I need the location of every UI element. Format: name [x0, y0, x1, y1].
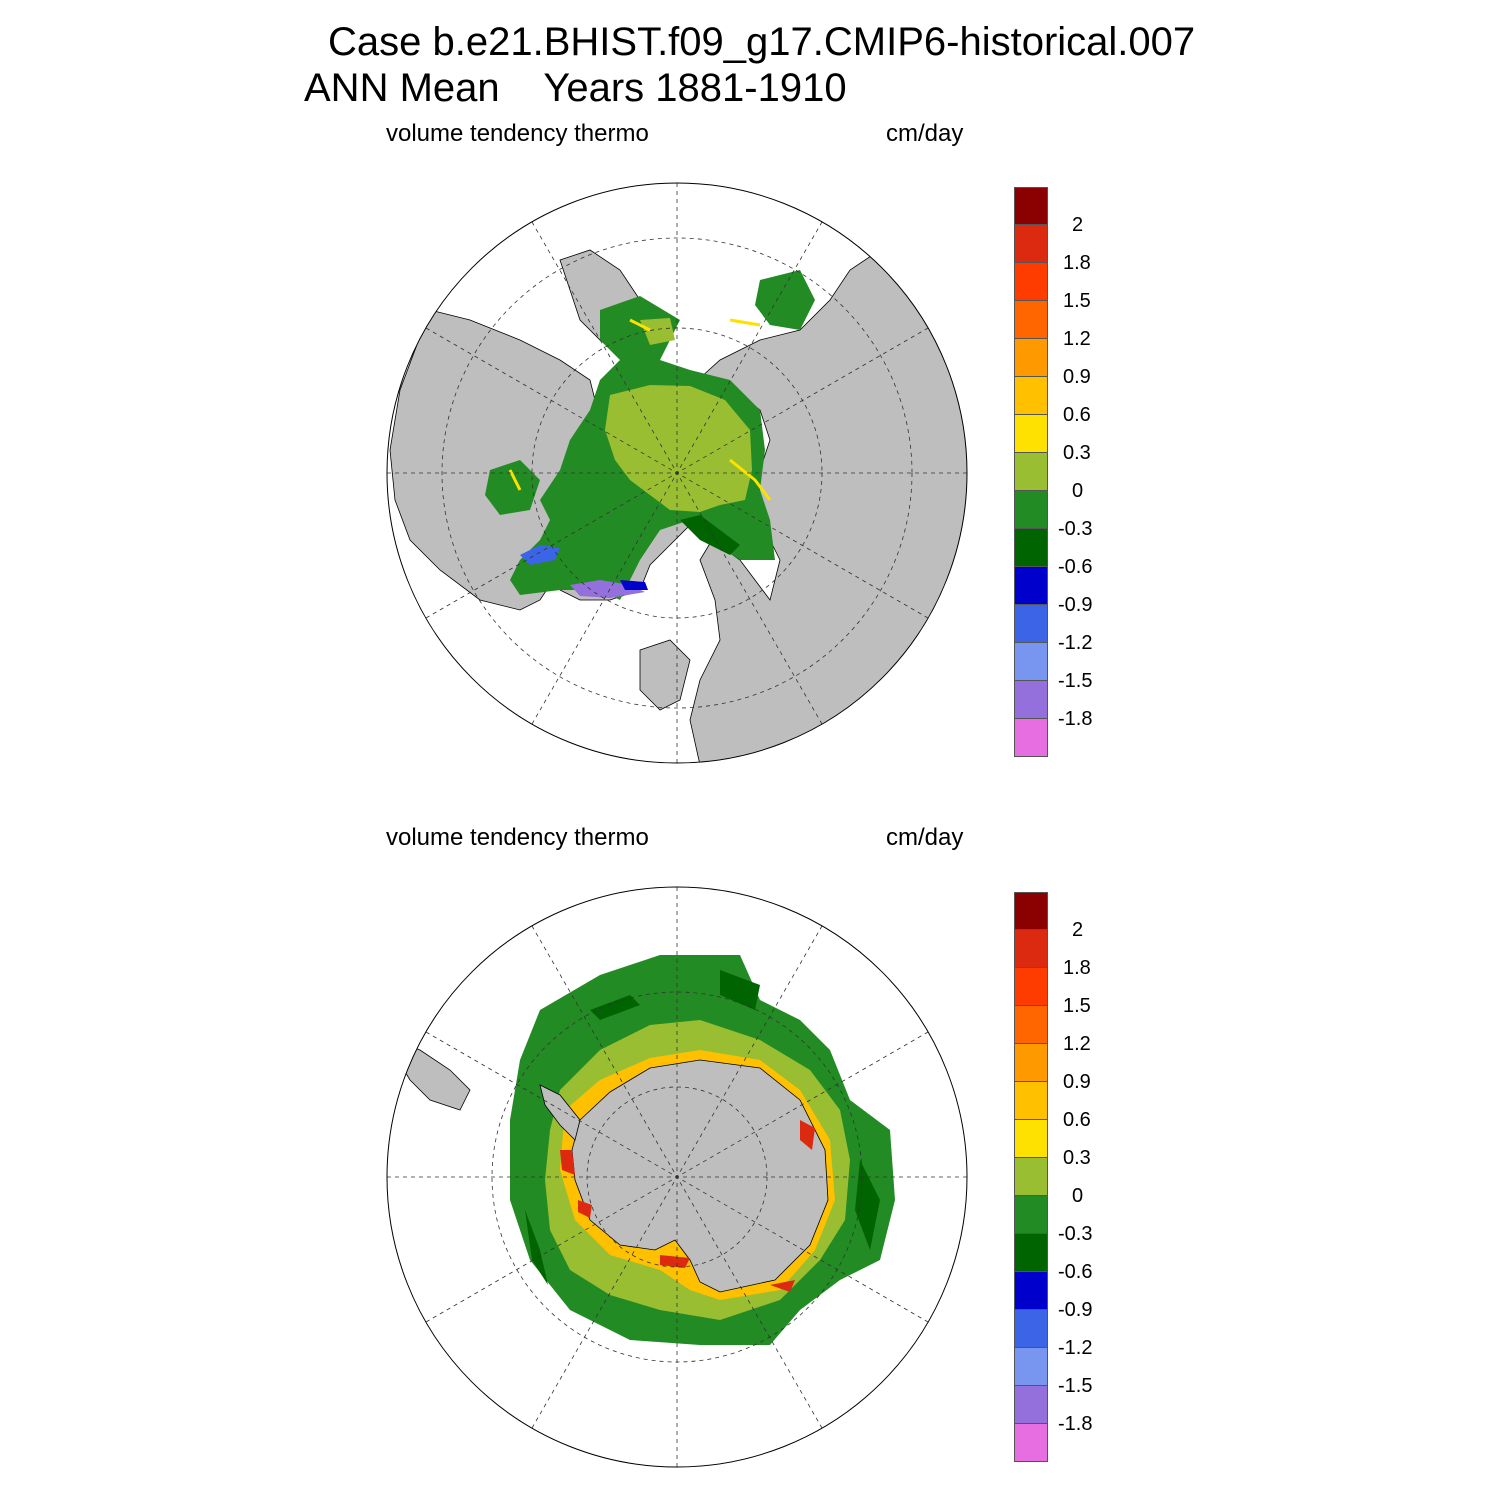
nh-colorbar-box: [1014, 529, 1048, 567]
nh-map: [386, 182, 968, 764]
nh-ice-mid-bering: [755, 270, 815, 330]
sh-colorbar-box: [1014, 1120, 1048, 1158]
case-title: Case b.e21.BHIST.f09_g17.CMIP6-historica…: [328, 20, 1196, 64]
nh-map-border: [386, 182, 968, 764]
nh-colorbar-tick-label: 0.6: [1063, 404, 1091, 426]
sh-units-label: cm/day: [886, 824, 964, 851]
sh-colorbar-box: [1014, 892, 1048, 930]
sh-colorbar-box: [1014, 968, 1048, 1006]
sh-colorbar-tick-label: -0.9: [1058, 1299, 1093, 1321]
sh-colorbar-box: [1014, 1006, 1048, 1044]
sh-colorbar-box: [1014, 1272, 1048, 1310]
sh-ice-thick-3: [855, 1160, 880, 1250]
nh-colorbar-tick-label: 1.8: [1063, 252, 1091, 274]
sh-colorbar-box: [1014, 1310, 1048, 1348]
nh-ice-thin: [605, 385, 752, 512]
sh-colorbar-box: [1014, 1196, 1048, 1234]
sh-colorbar-box: [1014, 1044, 1048, 1082]
nh-colorbar-box: [1014, 719, 1048, 757]
nh-colorbar-box: [1014, 187, 1048, 225]
nh-colorbar-box: [1014, 681, 1048, 719]
nh-colorbar-tick-label: 1.5: [1063, 290, 1091, 312]
nh-variable-label: volume tendency thermo: [386, 120, 649, 147]
nh-colorbar-box: [1014, 491, 1048, 529]
nh-colorbar-tick-label: 0.3: [1063, 442, 1091, 464]
nh-colorbar-tick-label: -0.3: [1058, 518, 1093, 540]
sh-colorbar-tick-label: -0.6: [1058, 1261, 1093, 1283]
sh-colorbar: [1014, 892, 1048, 1462]
nh-colorbar-box: [1014, 301, 1048, 339]
sh-colorbar-tick-label: 2: [1072, 919, 1084, 941]
nh-colorbar-box: [1014, 453, 1048, 491]
nh-colorbar-tick-label: 1.2: [1063, 328, 1091, 350]
sh-ice-thick-4: [525, 1210, 548, 1285]
sh-colorbar-box: [1014, 1348, 1048, 1386]
nh-ice-thick: [680, 515, 740, 555]
period-title: ANN Mean Years 1881-1910: [304, 66, 847, 110]
nh-colorbar-box: [1014, 643, 1048, 681]
nh-colorbar-tick-label: -0.9: [1058, 594, 1093, 616]
sh-colorbar-tick-label: 1.5: [1063, 995, 1091, 1017]
sh-map-border: [386, 886, 968, 1468]
sh-melt-hot-1: [560, 1150, 575, 1175]
sh-melt-hot-5: [770, 1280, 795, 1292]
sh-colorbar-box: [1014, 1234, 1048, 1272]
nh-ice-mid-hudson: [485, 460, 540, 515]
sh-colorbar-tick-label: 0: [1072, 1185, 1084, 1207]
nh-colorbar-box: [1014, 605, 1048, 643]
nh-colorbar-box: [1014, 567, 1048, 605]
nh-colorbar-tick-label: -1.2: [1058, 632, 1093, 654]
nh-graticule: [387, 183, 967, 763]
nh-colorbar-tick-label: 0: [1072, 480, 1084, 502]
nh-europe-land: [639, 639, 691, 711]
nh-colorbar-tick-label: 0.9: [1063, 366, 1091, 388]
sh-antarctic-peninsula: [539, 1084, 581, 1141]
sh-melt-hot-3: [660, 1255, 690, 1268]
nh-colorbar-box: [1014, 415, 1048, 453]
nh-colorbar: [1014, 187, 1048, 757]
sh-colorbar-tick-label: 0.6: [1063, 1109, 1091, 1131]
nh-ice-thin-chukchi: [640, 318, 675, 345]
sh-ice-thick-2: [720, 970, 760, 1010]
sh-colorbar-tick-label: 0.9: [1063, 1071, 1091, 1093]
nh-ice-edge-melt: [508, 318, 772, 501]
sh-melt-hot-4: [800, 1120, 815, 1150]
nh-colorbar-box: [1014, 339, 1048, 377]
sh-graticule: [387, 887, 967, 1467]
sh-colorbar-tick-label: 0.3: [1063, 1147, 1091, 1169]
nh-melt-greenland-blue: [620, 580, 648, 590]
nh-colorbar-tick-label: -1.5: [1058, 670, 1093, 692]
nh-colorbar-box: [1014, 225, 1048, 263]
nh-colorbar-tick-label: -1.8: [1058, 708, 1093, 730]
sh-variable-label: volume tendency thermo: [386, 824, 649, 851]
sh-colorbar-box: [1014, 930, 1048, 968]
nh-colorbar-box: [1014, 263, 1048, 301]
nh-melt-labrador: [520, 545, 560, 565]
sh-colorbar-box: [1014, 1158, 1048, 1196]
sh-colorbar-tick-label: -1.2: [1058, 1337, 1093, 1359]
sh-colorbar-box: [1014, 1082, 1048, 1120]
nh-colorbar-tick-label: -0.6: [1058, 556, 1093, 578]
sh-map: [386, 886, 968, 1468]
nh-colorbar-box: [1014, 377, 1048, 415]
sh-colorbar-tick-label: -1.8: [1058, 1413, 1093, 1435]
nh-colorbar-tick-label: 2: [1072, 214, 1084, 236]
sh-colorbar-box: [1014, 1424, 1048, 1462]
sh-colorbar-tick-label: -1.5: [1058, 1375, 1093, 1397]
sh-ice-thick-1: [590, 995, 640, 1020]
sh-colorbar-tick-label: -0.3: [1058, 1223, 1093, 1245]
sh-colorbar-tick-label: 1.8: [1063, 957, 1091, 979]
nh-units-label: cm/day: [886, 120, 964, 147]
sh-colorbar-box: [1014, 1386, 1048, 1424]
sh-melt-hot-2: [578, 1200, 592, 1218]
sh-colorbar-tick-label: 1.2: [1063, 1033, 1091, 1055]
